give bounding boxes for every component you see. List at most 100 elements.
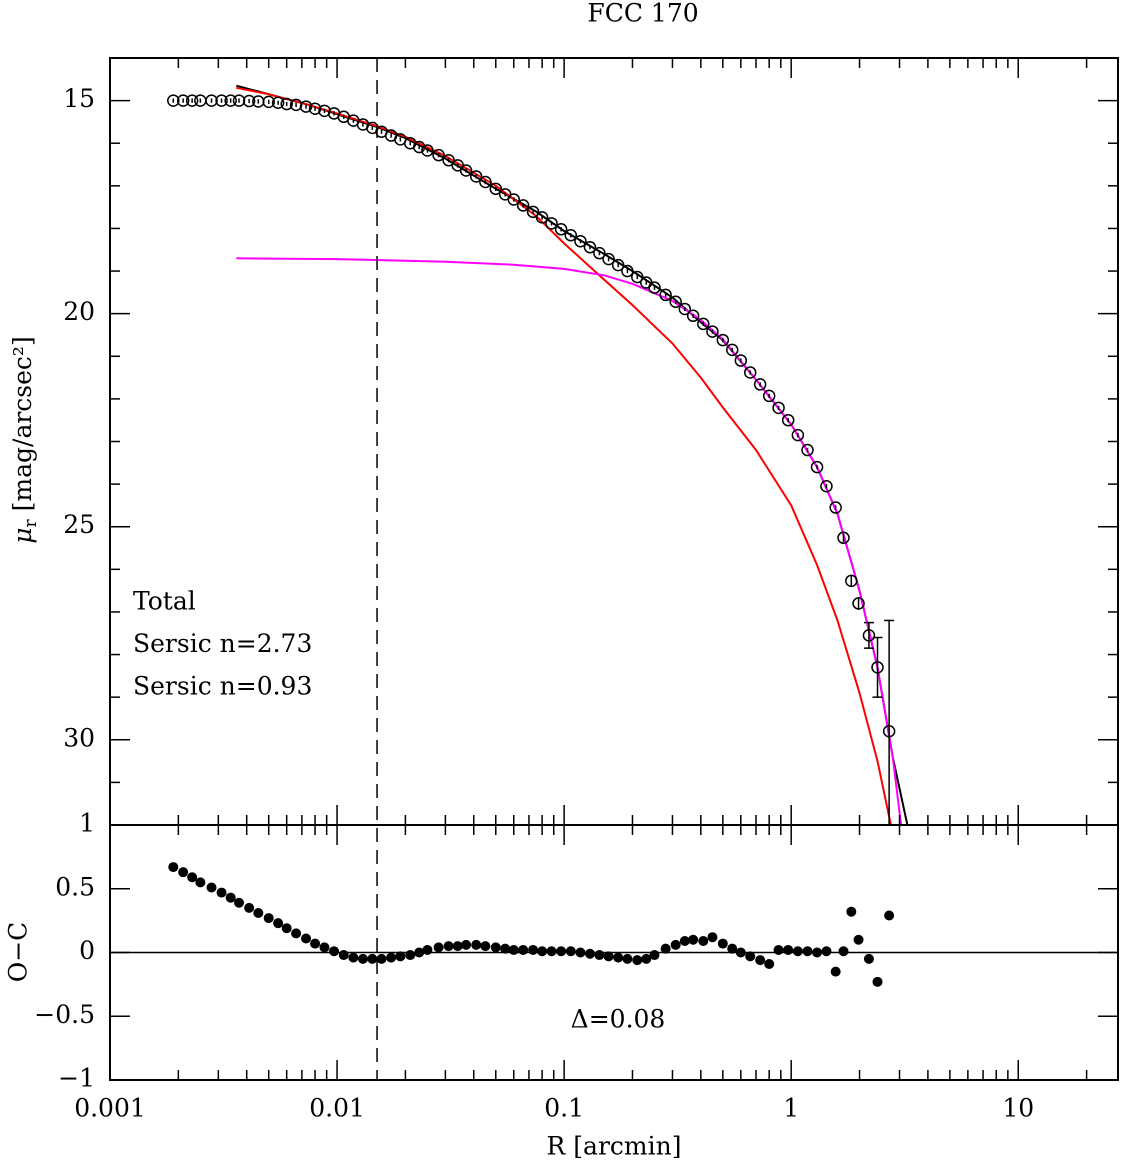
data-point <box>442 154 455 167</box>
data-point <box>167 94 180 107</box>
y-tick-label: 0 <box>79 936 95 965</box>
top-plot-area <box>167 84 909 825</box>
data-point <box>469 170 483 183</box>
data-point <box>574 234 587 248</box>
residual-point <box>603 951 614 962</box>
residual-point <box>178 867 189 878</box>
residual-point <box>745 951 756 962</box>
data-point <box>185 94 199 107</box>
residual-point <box>490 942 501 953</box>
residual-point <box>698 936 709 947</box>
residual-point <box>584 948 595 959</box>
residual-point <box>872 976 883 987</box>
residual-point <box>518 944 529 955</box>
data-point <box>686 309 700 323</box>
data-point <box>725 343 739 357</box>
residual-point <box>168 862 179 873</box>
residual-point <box>632 955 643 966</box>
data-point <box>882 725 896 738</box>
data-point <box>421 144 434 157</box>
residual-point <box>613 952 624 963</box>
axes: 0.001 0.01 0.1 1 10 15 20 25 30 −1 −0.5 0 0.5 1 Total S… <box>34 57 1119 1123</box>
residual-point <box>357 953 368 964</box>
residual-point <box>319 942 330 953</box>
data-point <box>837 531 850 545</box>
residual-point <box>301 933 312 944</box>
residual-point <box>707 932 718 943</box>
residual-point <box>500 943 511 954</box>
residual-point <box>338 950 349 961</box>
data-point <box>762 389 776 403</box>
data-point <box>271 96 285 109</box>
annotation: Δ=0.08 <box>571 1005 666 1034</box>
residual-point <box>717 938 728 949</box>
y-tick-label: 20 <box>63 297 95 326</box>
residual-point <box>376 953 387 964</box>
data-point <box>659 288 672 302</box>
residual-point <box>546 946 557 957</box>
residual-point <box>670 939 681 950</box>
data-point <box>459 164 473 177</box>
y-tick-label: 15 <box>63 84 95 113</box>
data-point <box>602 252 615 266</box>
residual-point <box>821 946 832 957</box>
residual-point <box>802 946 813 957</box>
residual-point <box>206 882 217 893</box>
residual-point <box>508 944 519 955</box>
data-point <box>706 325 719 338</box>
data-point <box>262 95 275 109</box>
data-point <box>845 574 858 588</box>
residual-point <box>461 939 472 950</box>
data-point <box>205 94 218 107</box>
data-point <box>479 175 492 189</box>
residual-point <box>291 928 302 939</box>
y-tick-label: 0.5 <box>55 872 95 901</box>
data-point <box>176 94 190 107</box>
residual-point <box>735 947 746 958</box>
data-point <box>648 281 661 294</box>
residual-point <box>273 918 284 929</box>
data-point <box>412 140 426 154</box>
data-point <box>791 428 805 442</box>
x-tick-label: 10 <box>1002 1094 1034 1123</box>
data-point <box>308 102 322 115</box>
data-point <box>564 229 578 242</box>
residual-point <box>367 953 378 964</box>
y-label-symbol: μ <box>8 527 37 543</box>
residual-point <box>688 934 699 945</box>
data-point <box>432 148 445 162</box>
data-point <box>224 94 237 107</box>
residual-point <box>884 910 895 921</box>
residual-point <box>234 897 245 908</box>
legend-entry: Sersic n=0.93 <box>133 672 312 701</box>
residual-point <box>263 913 274 924</box>
data-point <box>621 264 634 278</box>
data-point <box>554 223 568 236</box>
legend-entry: Total <box>133 587 196 616</box>
x-tick-label: 0.1 <box>544 1094 584 1123</box>
data-point <box>820 479 833 493</box>
residual-point <box>641 953 652 964</box>
residual-point <box>395 951 406 962</box>
residual-point <box>244 902 255 913</box>
residual-point <box>187 872 198 883</box>
legend-entry: Sersic n=2.73 <box>133 629 312 658</box>
residual-point <box>329 946 340 957</box>
data-point <box>526 205 540 219</box>
y-label-rest: [mag/arcsec²] <box>8 336 37 519</box>
chart-title: FCC 170 <box>587 0 698 28</box>
data-point <box>545 217 558 230</box>
y-tick-label: 1 <box>79 809 95 838</box>
residual-point <box>195 877 206 888</box>
y-label-sub: r <box>21 518 41 527</box>
residual-point <box>565 946 576 957</box>
data-point <box>829 501 842 514</box>
residual-point <box>575 947 586 958</box>
data-point <box>611 258 625 272</box>
residual-point <box>225 892 236 903</box>
data-point <box>583 240 597 254</box>
residual-point <box>649 950 660 961</box>
data-point <box>299 100 313 113</box>
data-point <box>507 193 520 206</box>
